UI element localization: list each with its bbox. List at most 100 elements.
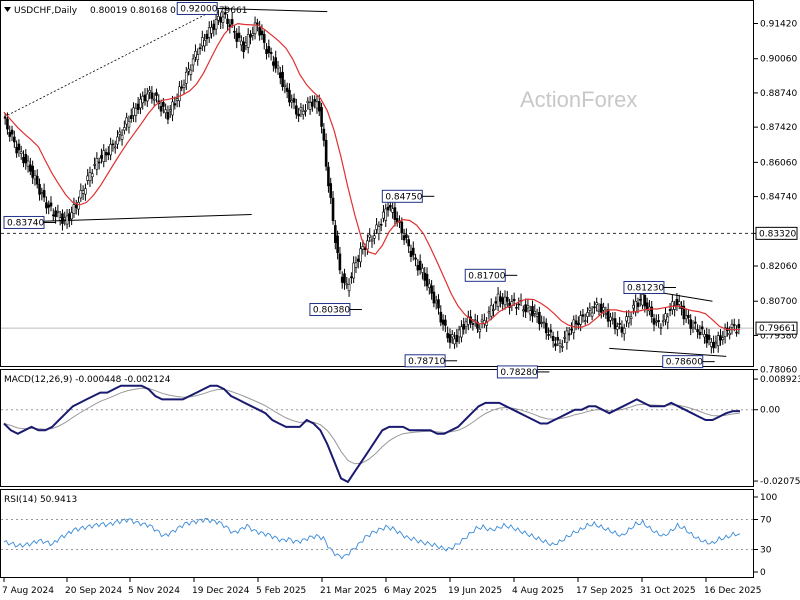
- candle-body: [322, 128, 326, 141]
- candle-body: [593, 306, 596, 309]
- candle-body: [368, 234, 372, 238]
- candle-body: [487, 311, 491, 314]
- candle-body: [496, 293, 500, 307]
- candle-body: [570, 328, 573, 331]
- candle: [31, 160, 34, 185]
- rsi-panel[interactable]: [0, 489, 754, 578]
- price-tag: 0.83320: [755, 226, 798, 240]
- candle-body: [315, 101, 319, 109]
- candle-body: [125, 117, 128, 125]
- candle: [627, 309, 631, 328]
- candle-body: [705, 334, 709, 344]
- candle: [338, 246, 342, 275]
- candle-body: [723, 327, 727, 337]
- symbol-label: USDCHF,Daily: [14, 6, 78, 16]
- candle-body: [221, 16, 225, 23]
- candle-body: [56, 210, 60, 213]
- candle: [3, 113, 7, 125]
- candle: [666, 312, 670, 330]
- candle-body: [93, 164, 96, 166]
- candle-body: [382, 211, 385, 219]
- price-panel[interactable]: [0, 0, 754, 367]
- candle-body: [152, 98, 156, 101]
- candle-body: [10, 129, 14, 135]
- candle-body: [184, 71, 188, 84]
- candle: [384, 203, 388, 227]
- candle-body: [127, 120, 131, 128]
- candle-body: [320, 107, 323, 127]
- candle-body: [393, 207, 397, 220]
- macd-label: MACD(12,26,9) -0.000448 -0.002124: [4, 375, 171, 385]
- price-reference-lines: [1, 232, 753, 329]
- candle-body: [283, 84, 287, 87]
- candle-body: [246, 34, 250, 48]
- candle-body: [113, 146, 117, 149]
- candle-body: [544, 322, 548, 334]
- candle: [386, 201, 390, 217]
- collapse-triangle-icon[interactable]: [4, 7, 11, 12]
- candle-body: [421, 267, 424, 273]
- candle: [414, 253, 417, 267]
- candle-body: [148, 90, 151, 93]
- candle: [299, 102, 303, 118]
- candle-body: [180, 86, 183, 89]
- candle-body: [609, 316, 612, 321]
- candle-body: [650, 306, 654, 317]
- candle-body: [471, 323, 475, 325]
- candle: [242, 37, 245, 59]
- candle-body: [375, 224, 378, 230]
- candle-body: [175, 98, 179, 101]
- candle: [551, 331, 555, 348]
- candle-body: [538, 311, 541, 325]
- macd-panel[interactable]: [0, 369, 754, 487]
- candle-body: [343, 273, 346, 284]
- candle-body: [13, 136, 16, 143]
- price-annotation: 0.81700: [464, 268, 518, 282]
- candle: [590, 305, 594, 321]
- candle: [336, 230, 339, 260]
- candle: [716, 331, 720, 353]
- candle: [581, 308, 585, 323]
- candle: [17, 139, 21, 157]
- candle-body: [735, 331, 738, 334]
- candle-body: [710, 341, 713, 347]
- moving-average: [3, 22, 741, 331]
- candle: [460, 320, 463, 343]
- candle-body: [664, 313, 667, 321]
- candle: [226, 13, 229, 31]
- candle-body: [430, 285, 433, 294]
- candle-body: [405, 234, 408, 238]
- candle-body: [411, 247, 415, 256]
- candle: [450, 330, 454, 344]
- candle-body: [659, 327, 663, 329]
- candle-body: [542, 321, 546, 324]
- candle-body: [306, 100, 310, 103]
- candle-body: [561, 346, 564, 348]
- candle: [721, 330, 725, 345]
- candle-body: [68, 213, 71, 221]
- time-tick-label: 16 Dec 2025: [704, 586, 762, 596]
- candle: [306, 97, 310, 110]
- candle: [148, 86, 151, 100]
- candle: [13, 130, 16, 148]
- time-tick-label: 6 May 2025: [384, 586, 437, 596]
- candle-body: [256, 22, 259, 25]
- candle: [478, 324, 482, 339]
- candle-body: [643, 294, 647, 307]
- rsi-tick-label: 0: [760, 568, 766, 578]
- candle-body: [531, 306, 534, 317]
- candle-body: [554, 343, 557, 347]
- candle-body: [102, 150, 106, 162]
- candle-body: [492, 309, 495, 311]
- candle-body: [535, 313, 539, 317]
- candle: [661, 314, 665, 327]
- candle-body: [155, 92, 158, 96]
- candle-body: [698, 331, 702, 336]
- candle-body: [478, 328, 482, 333]
- candle-body: [77, 201, 80, 210]
- ohlc-label: 0.80019 0.80168 0.79590 0.79661: [90, 6, 247, 16]
- candle: [79, 183, 83, 202]
- candle-body: [338, 253, 342, 271]
- candle: [146, 87, 149, 107]
